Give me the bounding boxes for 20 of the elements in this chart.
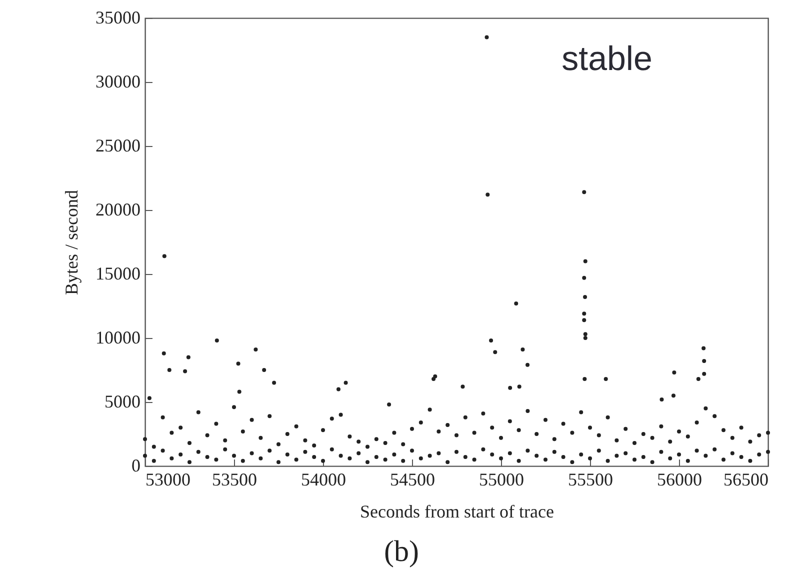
y-tick-label: 15000 — [96, 264, 140, 284]
y-tick-label: 20000 — [96, 200, 140, 220]
x-tick-label: 53500 — [212, 470, 257, 490]
y-tick-label: 30000 — [96, 72, 140, 92]
annotation: stable — [562, 40, 652, 78]
y-axis-title: Bytes / second — [62, 190, 82, 295]
x-tick-label: 55500 — [568, 470, 613, 490]
x-tick-label: 54000 — [301, 470, 346, 490]
x-tick-label: 55000 — [479, 470, 524, 490]
y-tick-label: 5000 — [104, 392, 140, 412]
y-tick-label: 10000 — [96, 328, 140, 348]
x-tick-label: 56000 — [657, 470, 702, 490]
x-tick-label: 53000 — [146, 470, 190, 490]
x-axis-title: Seconds from start of trace — [360, 502, 554, 522]
text: (b) — [383, 535, 420, 569]
y-tick-label: 25000 — [96, 136, 140, 156]
y-tick-label: 35000 — [96, 8, 140, 28]
x-tick-label: 54500 — [390, 470, 435, 490]
x-tick-label: 56500 — [724, 470, 768, 490]
y-tick-label: 0 — [132, 456, 140, 476]
